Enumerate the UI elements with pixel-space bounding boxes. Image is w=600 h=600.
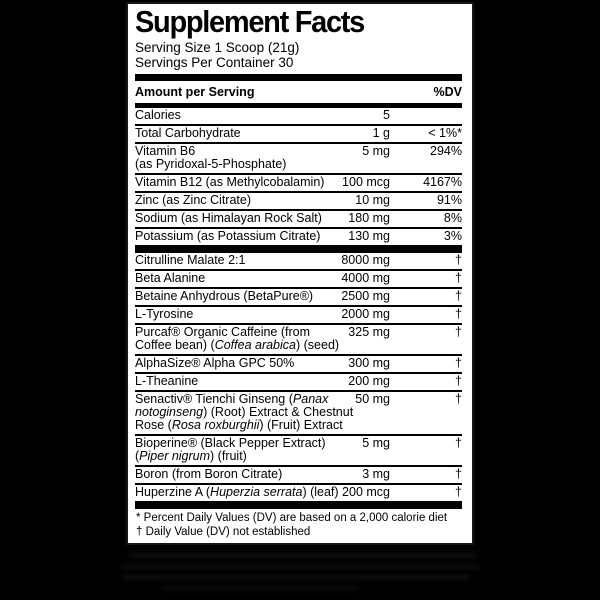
ingredient-amount: 4000 mg (341, 271, 390, 285)
table-row: Boron (from Boron Citrate) 3 mg † (135, 465, 462, 483)
table-row: L-Tyrosine 2000 mg † (135, 305, 462, 323)
table-row: Vitamin B6 (as Pyridoxal-5-Phosphate) 5 m… (135, 142, 462, 173)
table-row: Vitamin B12 (as Methylcobalamin) 100 mcg 4… (135, 173, 462, 191)
ingredient-name: Citrulline Malate 2:1 (135, 253, 246, 267)
ingredient-amount: 2500 mg (341, 289, 390, 303)
ingredient-dv: 4167% (423, 175, 462, 189)
ingredient-amount: 180 mg (348, 211, 390, 225)
ingredient-dv: † (455, 289, 462, 303)
ingredient-dv: 3% (443, 229, 462, 243)
table-row: Huperzine A (Huperzia serrata) (leaf) 200… (135, 483, 462, 501)
nutrients-group: Calories 5 Total Carbohydrate 1 g < 1%* Vitam… (135, 108, 462, 245)
ingredient-dv: < 1%* (428, 126, 462, 140)
ingredient-dv: † (455, 467, 462, 481)
product-photo-texture (120, 552, 480, 598)
ingredient-name: Total Carbohydrate (135, 126, 241, 140)
ingredient-dv: † (455, 356, 462, 370)
ingredient-name: Boron (from Boron Citrate) (135, 467, 283, 481)
footnotes: * Percent Daily Values (DV) are based on… (135, 509, 462, 539)
ingredient-name: Calories (135, 108, 181, 122)
column-header-row: Amount per Serving %DV (135, 81, 462, 103)
ingredient-name: Senactiv® Tienchi Ginseng (Panax notogin… (135, 392, 354, 432)
ingredient-amount: 3 mg (362, 467, 390, 481)
photo-texture-band (160, 585, 360, 592)
amount-per-serving-header: Amount per Serving (135, 85, 255, 99)
supplement-facts-title: Supplement Facts (135, 5, 365, 40)
ingredient-amount: 50 mg (355, 392, 390, 406)
table-row: Citrulline Malate 2:1 8000 mg † (135, 253, 462, 269)
divider-bar-medium (135, 103, 462, 108)
ingredient-dv: 8% (443, 211, 462, 225)
table-row: Total Carbohydrate 1 g < 1%* (135, 124, 462, 142)
photo-texture-band (120, 563, 480, 570)
table-row: Potassium (as Potassium Citrate) 130 mg 3% (135, 227, 462, 245)
servings-per-container: Servings Per Container 30 (135, 55, 294, 70)
table-row: AlphaSize® Alpha GPC 50% 300 mg † (135, 354, 462, 372)
table-row: Bioperine® (Black Pepper Extract) (Piper… (135, 434, 462, 465)
footnote-percent-dv: * Percent Daily Values (DV) are based on… (136, 512, 448, 524)
table-row: Zinc (as Zinc Citrate) 10 mg 91% (135, 191, 462, 209)
ingredient-name: AlphaSize® Alpha GPC 50% (135, 356, 295, 370)
ingredient-dv: † (455, 436, 462, 450)
divider-bar-thick (135, 245, 462, 253)
ingredient-name: Bioperine® (Black Pepper Extract) (Piper… (135, 436, 326, 463)
ingredient-name: Vitamin B12 (as Methylcobalamin) (135, 175, 325, 189)
table-row: Purcaf® Organic Caffeine (from Coffee be… (135, 323, 462, 354)
dv-header: %DV (433, 85, 462, 99)
ingredient-name: L-Theanine (135, 374, 199, 388)
ingredient-name: Huperzine A (Huperzia serrata) (leaf) (135, 485, 339, 499)
ingredient-name: L-Tyrosine (135, 307, 194, 321)
ingredient-amount: 300 mg (348, 356, 390, 370)
ingredient-dv: 91% (436, 193, 462, 207)
ingredient-name: Zinc (as Zinc Citrate) (135, 193, 251, 207)
ingredient-dv: † (455, 253, 462, 267)
table-row: Betaine Anhydrous (BetaPure®) 2500 mg † (135, 287, 462, 305)
divider-bar-thick (135, 501, 462, 509)
ingredient-name: Potassium (as Potassium Citrate) (135, 229, 321, 243)
table-row: Calories 5 (135, 108, 462, 124)
ingredient-dv: † (455, 307, 462, 321)
ingredient-amount: 8000 mg (341, 253, 390, 267)
ingredient-amount: 5 (383, 108, 390, 122)
photo-texture-band (122, 574, 470, 581)
ingredient-dv: † (455, 374, 462, 388)
table-row: Senactiv® Tienchi Ginseng (Panax notogin… (135, 390, 462, 434)
table-row: L-Theanine 200 mg † (135, 372, 462, 390)
ingredient-amount: 2000 mg (341, 307, 390, 321)
table-row: Sodium (as Himalayan Rock Salt) 180 mg 8% (135, 209, 462, 227)
ingredient-amount: 1 g (372, 126, 390, 140)
ingredient-dv: † (455, 325, 462, 339)
ingredient-amount: 5 mg (362, 144, 390, 158)
ingredient-name: Vitamin B6 (as Pyridoxal-5-Phosphate) (135, 144, 287, 171)
ingredient-name: Betaine Anhydrous (BetaPure®) (135, 289, 314, 303)
ingredient-name: Purcaf® Organic Caffeine (from Coffee be… (135, 325, 340, 352)
ingredient-amount: 200 mcg (342, 485, 390, 499)
footnote-dagger: † Daily Value (DV) not established (136, 525, 311, 538)
ingredient-name: Sodium (as Himalayan Rock Salt) (135, 211, 322, 225)
ingredients-group: Citrulline Malate 2:1 8000 mg † Beta Alanin… (135, 253, 462, 501)
ingredient-amount: 100 mcg (342, 175, 390, 189)
serving-size: Serving Size 1 Scoop (21g) (135, 40, 300, 55)
ingredient-amount: 10 mg (355, 193, 390, 207)
ingredient-dv: † (455, 485, 462, 499)
ingredient-dv: † (455, 271, 462, 285)
table-row: Beta Alanine 4000 mg † (135, 269, 462, 287)
ingredient-amount: 200 mg (348, 374, 390, 388)
supplement-facts-panel: Supplement Facts Serving Size 1 Scoop (2… (126, 2, 474, 545)
ingredient-name: Beta Alanine (135, 271, 206, 285)
photo-texture-band (128, 552, 476, 559)
ingredient-amount: 130 mg (348, 229, 390, 243)
ingredient-dv: † (455, 392, 462, 406)
ingredient-amount: 5 mg (362, 436, 390, 450)
serving-info: Serving Size 1 Scoop (21g) Servings Per … (135, 40, 462, 70)
ingredient-dv: 294% (430, 144, 462, 158)
ingredient-amount: 325 mg (348, 325, 390, 339)
divider-bar-thick (135, 74, 462, 81)
